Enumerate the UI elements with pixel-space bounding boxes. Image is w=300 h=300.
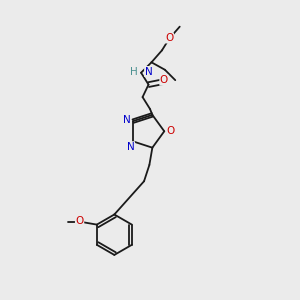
Text: N: N (145, 67, 152, 76)
Text: O: O (167, 126, 175, 136)
Text: N: N (127, 142, 135, 152)
Text: O: O (160, 75, 168, 85)
Text: O: O (76, 216, 84, 226)
Text: O: O (165, 33, 173, 43)
Text: N: N (123, 115, 130, 125)
Text: H: H (130, 67, 138, 76)
